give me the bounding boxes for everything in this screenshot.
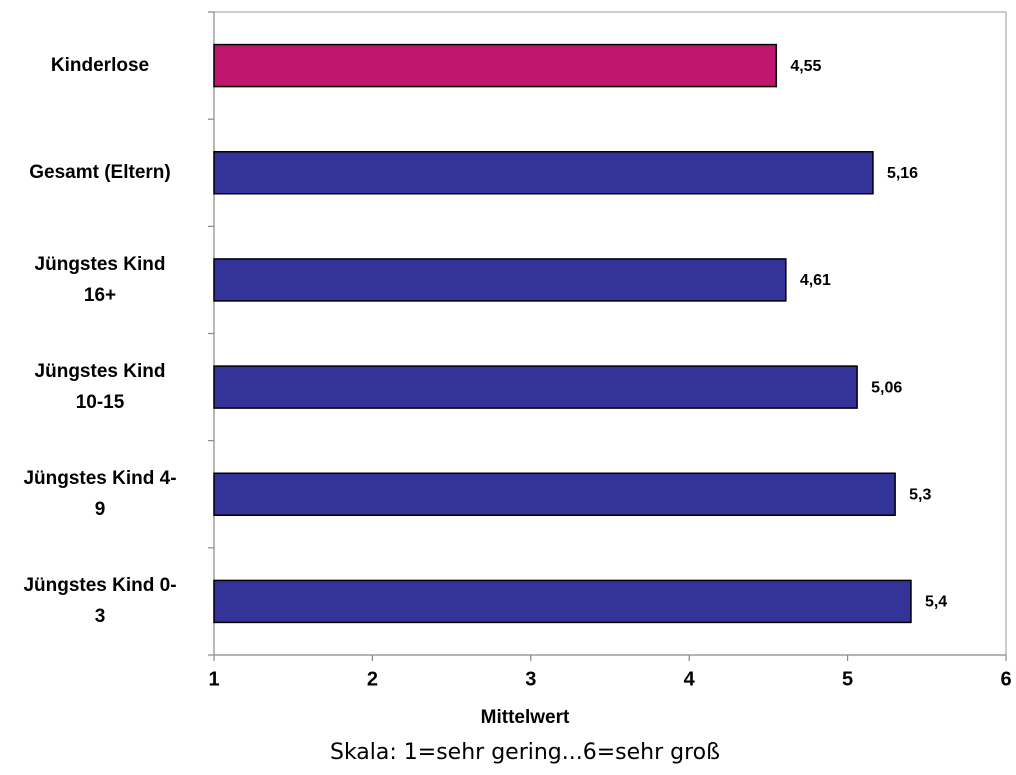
bar-value-label: 5,06 <box>871 379 902 396</box>
category-label-line: Jüngstes Kind <box>34 361 166 383</box>
category-label-line: Jüngstes Kind 4- <box>23 468 177 490</box>
category-label-line: 3 <box>94 606 106 628</box>
category-label: Gesamt (Eltern) <box>0 133 200 213</box>
x-tick-label: 6 <box>1000 668 1011 690</box>
category-label-line: 10-15 <box>75 392 125 414</box>
bar-value-label: 5,16 <box>887 165 918 182</box>
category-label-line: 9 <box>94 499 106 521</box>
x-tick-label: 1 <box>208 668 219 690</box>
x-tick-label: 4 <box>684 668 696 690</box>
bar-5 <box>213 472 896 516</box>
category-label: Kinderlose <box>0 26 200 106</box>
category-label-line: Kinderlose <box>50 55 150 77</box>
bar-2 <box>213 151 874 195</box>
category-label-line: 16+ <box>83 284 117 306</box>
x-tick-label: 5 <box>842 668 853 690</box>
bar-6 <box>213 579 912 624</box>
bar-1 <box>213 43 778 88</box>
bar-3 <box>213 258 787 302</box>
bar-value-label: 4,61 <box>800 272 831 289</box>
x-tick-label: 3 <box>525 668 536 690</box>
category-label: Jüngstes Kind 10-15 <box>0 347 200 427</box>
bar-value-label: 5,3 <box>909 486 931 503</box>
category-label: Jüngstes Kind 16+ <box>0 240 200 320</box>
category-label-line: Gesamt (Eltern) <box>29 162 171 184</box>
bar-4 <box>213 365 858 409</box>
x-axis-label: Mittelwert <box>480 707 570 728</box>
category-label-line: Jüngstes Kind <box>34 253 166 275</box>
x-tick-label: 2 <box>367 668 378 690</box>
category-label-line: Jüngstes Kind 0- <box>23 575 177 597</box>
scale-note: Skala: 1=sehr gering...6=sehr groß <box>329 740 720 765</box>
bar-value-label: 4,55 <box>790 58 821 75</box>
category-label: Jüngstes Kind 0- 3 <box>0 561 200 641</box>
bar-value-label: 5,4 <box>925 594 947 611</box>
category-label: Jüngstes Kind 4- 9 <box>0 454 200 534</box>
